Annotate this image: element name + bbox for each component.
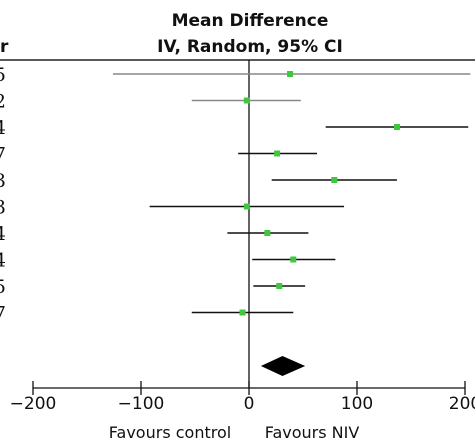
study-row-label: 5 bbox=[0, 276, 6, 298]
study-row-label: 5 bbox=[0, 64, 6, 86]
pooled-effect-diamond bbox=[260, 356, 306, 376]
x-axis-tick-label: −200 bbox=[10, 394, 57, 414]
study-row-label: 4 bbox=[0, 117, 6, 139]
study-row-6: 3 bbox=[0, 197, 345, 219]
study-row-label: 3 bbox=[0, 170, 6, 192]
study-row-2: 2 bbox=[0, 91, 301, 113]
study-row-label: 4 bbox=[0, 223, 6, 245]
study-row-label: 7 bbox=[0, 144, 6, 166]
pooled-effect bbox=[260, 356, 306, 376]
x-axis-tick-label: 200 bbox=[449, 394, 475, 414]
chart-title: Mean Difference bbox=[172, 11, 329, 31]
study-row-8: 4 bbox=[0, 250, 336, 272]
study-rows: 5 2 4 7 3 3 4 4 5 7 bbox=[0, 64, 471, 325]
effect-size-square bbox=[287, 71, 294, 77]
favours-control-label: Favours control bbox=[109, 423, 231, 442]
effect-size-square bbox=[239, 309, 246, 316]
study-row-10: 7 bbox=[0, 303, 294, 325]
study-row-3: 4 bbox=[0, 117, 469, 139]
study-row-4: 7 bbox=[0, 144, 318, 166]
x-axis: −200 −100 0 100 200 bbox=[10, 381, 475, 414]
study-row-label: 2 bbox=[0, 91, 6, 113]
effect-size-square bbox=[331, 177, 338, 183]
effect-size-square bbox=[243, 97, 250, 104]
chart-subtitle: IV, Random, 95% CI bbox=[157, 37, 343, 57]
effect-size-square bbox=[274, 150, 281, 157]
effect-size-square bbox=[243, 203, 250, 210]
column-header-fragment: r bbox=[0, 37, 9, 57]
study-row-9: 5 bbox=[0, 276, 306, 298]
effect-size-square bbox=[290, 256, 297, 263]
study-row-1: 5 bbox=[0, 64, 471, 86]
x-axis-tick-label: 100 bbox=[341, 394, 373, 414]
x-axis-tick-label: −100 bbox=[118, 394, 165, 414]
effect-size-square bbox=[264, 230, 271, 236]
study-row-5: 3 bbox=[0, 170, 397, 192]
favours-niv-label: Favours NIV bbox=[265, 423, 360, 442]
study-row-label: 4 bbox=[0, 250, 6, 272]
x-axis-tick-label: 0 bbox=[244, 394, 255, 414]
study-row-label: 7 bbox=[0, 303, 6, 325]
study-row-7: 4 bbox=[0, 223, 309, 245]
effect-size-square bbox=[393, 124, 400, 130]
effect-size-square bbox=[276, 283, 283, 289]
study-row-label: 3 bbox=[0, 197, 6, 219]
